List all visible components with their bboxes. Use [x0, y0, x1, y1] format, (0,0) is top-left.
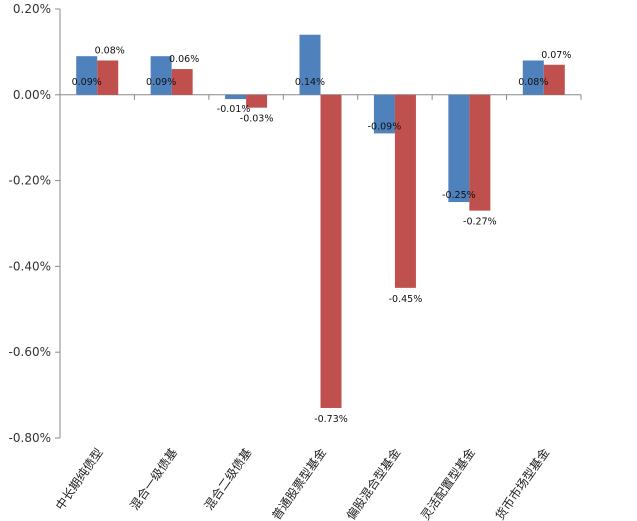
- category-label: 中长期纯债型: [52, 445, 106, 513]
- bar-series-1-3: [299, 34, 321, 95]
- y-tick-label: -0.20%: [9, 174, 51, 188]
- category-label: 混合一级债基: [127, 445, 181, 513]
- bar-series-2-5: [469, 94, 491, 211]
- data-label-series-2-6: 0.07%: [541, 50, 571, 61]
- data-labels: 0.09% 0.09% -0.01% 0.14% -0.09% -0.25% 0.08% 0.…: [72, 45, 572, 424]
- category-label: 货币市场型基金: [492, 445, 552, 521]
- bar-series-1-5: [448, 94, 470, 203]
- bar-series-2-1: [171, 69, 193, 95]
- bar-series-1-0: [76, 56, 98, 95]
- bar-series-1-2: [225, 94, 247, 100]
- y-tick-label: 0.20%: [13, 2, 51, 16]
- data-label-series-1-5: -0.25%: [442, 190, 476, 201]
- data-label-series-2-3: -0.73%: [314, 414, 348, 425]
- bar-series-2-4: [394, 94, 416, 288]
- data-label-series-1-3: 0.14%: [295, 77, 325, 88]
- data-label-series-1-4: -0.09%: [368, 121, 402, 132]
- data-label-series-1-1: 0.09%: [146, 77, 176, 88]
- category-label: 偏股混合型基金: [343, 445, 403, 521]
- y-tick-label: -0.80%: [9, 431, 51, 445]
- bar-series-2-0: [97, 60, 119, 95]
- data-label-series-1-6: 0.08%: [518, 77, 548, 88]
- data-label-series-2-5: -0.27%: [463, 217, 497, 228]
- bar-series-1-6: [522, 60, 544, 95]
- bar-series-2-6: [543, 64, 565, 95]
- category-label: 混合二级债基: [201, 445, 255, 513]
- category-label: 灵活配置型基金: [417, 445, 477, 521]
- y-tick-label: -0.40%: [9, 259, 51, 273]
- bar-series-1-1: [150, 56, 172, 95]
- data-label-series-2-0: 0.08%: [95, 45, 125, 56]
- data-label-series-2-1: 0.06%: [169, 54, 199, 65]
- bars: [76, 34, 565, 408]
- data-label-series-1-2: -0.01%: [217, 104, 251, 115]
- bar-series-2-3: [320, 94, 342, 408]
- data-label-series-2-4: -0.45%: [389, 294, 423, 305]
- category-label: 普通股票型基金: [268, 445, 328, 521]
- bar-series-2-2: [246, 94, 268, 108]
- data-label-series-2-2: -0.03%: [240, 114, 274, 125]
- data-label-series-1-0: 0.09%: [72, 77, 102, 88]
- y-tick-label: 0.00%: [13, 88, 51, 102]
- bar-series-1-4: [373, 94, 395, 134]
- y-tick-label: -0.60%: [9, 345, 51, 359]
